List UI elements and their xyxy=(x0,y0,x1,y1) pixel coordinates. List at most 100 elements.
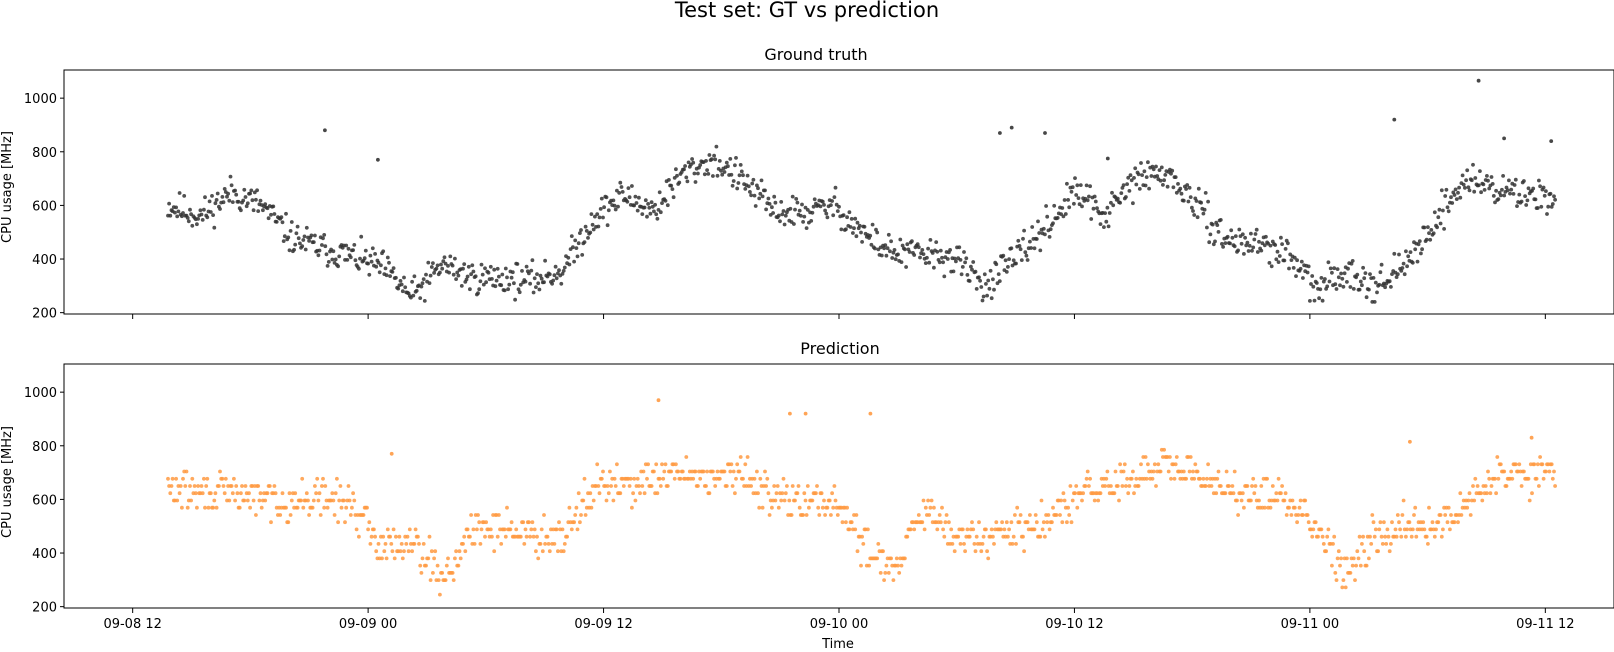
data-point xyxy=(1414,534,1419,539)
data-point xyxy=(646,202,650,206)
data-point xyxy=(367,272,372,277)
data-point xyxy=(427,281,432,285)
data-point xyxy=(1018,513,1023,517)
data-point xyxy=(1084,183,1089,188)
data-point xyxy=(388,274,392,278)
data-point xyxy=(1072,201,1076,206)
data-point xyxy=(752,476,757,481)
data-point xyxy=(717,476,722,481)
data-point xyxy=(214,505,219,510)
data-point xyxy=(567,262,572,267)
data-point xyxy=(1531,186,1536,191)
data-point xyxy=(1232,469,1237,474)
data-point xyxy=(897,571,902,575)
data-point xyxy=(527,520,531,525)
data-point xyxy=(1066,505,1070,510)
data-point xyxy=(814,491,818,496)
data-point xyxy=(446,264,450,268)
data-point xyxy=(217,484,221,488)
data-point xyxy=(941,527,945,532)
data-point xyxy=(1022,549,1026,554)
data-point xyxy=(1530,491,1534,496)
data-point xyxy=(1402,272,1407,277)
data-point xyxy=(204,484,209,488)
data-point xyxy=(1052,203,1057,208)
data-point xyxy=(618,491,623,496)
data-point xyxy=(1540,462,1545,467)
data-point xyxy=(810,210,815,215)
data-point xyxy=(719,168,723,173)
data-point xyxy=(599,476,604,481)
data-point xyxy=(1394,275,1399,279)
data-point xyxy=(733,491,737,496)
data-point xyxy=(845,215,849,220)
data-point xyxy=(325,264,330,268)
data-point xyxy=(383,542,388,546)
data-point xyxy=(989,527,994,532)
data-point xyxy=(774,491,779,496)
data-point xyxy=(853,216,858,221)
data-point xyxy=(579,513,583,517)
data-point xyxy=(1139,462,1143,467)
data-point xyxy=(853,527,858,532)
data-point xyxy=(613,207,618,212)
data-point xyxy=(1282,498,1287,503)
data-point xyxy=(1218,218,1223,222)
data-point xyxy=(987,286,992,291)
data-point xyxy=(1092,498,1097,503)
y-tick-label: 1000 xyxy=(24,386,57,401)
data-point xyxy=(963,260,967,265)
data-point xyxy=(1029,246,1033,250)
data-point xyxy=(965,273,970,277)
data-point xyxy=(1230,484,1235,488)
data-point xyxy=(1013,513,1017,517)
data-point xyxy=(547,272,552,277)
data-point xyxy=(1253,484,1258,488)
data-point xyxy=(804,226,809,231)
data-point xyxy=(458,556,463,561)
data-point xyxy=(254,513,258,517)
data-point xyxy=(886,232,891,237)
data-point xyxy=(514,527,519,532)
data-point xyxy=(1432,210,1437,215)
data-point xyxy=(1373,280,1378,285)
data-point xyxy=(837,204,841,209)
data-point xyxy=(1357,534,1362,539)
data-point xyxy=(952,256,957,261)
data-point xyxy=(869,242,874,247)
data-point xyxy=(1193,462,1198,467)
data-point xyxy=(1002,527,1007,532)
data-point xyxy=(1117,498,1121,503)
data-point xyxy=(1303,498,1308,503)
x-tick-label: 09-11 12 xyxy=(1516,617,1574,632)
data-point xyxy=(1466,185,1471,190)
data-point xyxy=(307,513,311,517)
data-point xyxy=(598,207,603,211)
data-point xyxy=(759,178,764,183)
prediction-xlabel: Time xyxy=(821,637,854,652)
data-point xyxy=(200,218,205,222)
data-point xyxy=(831,213,836,218)
data-point xyxy=(841,213,846,218)
data-point xyxy=(523,527,528,532)
data-point xyxy=(665,203,670,208)
data-point xyxy=(602,205,606,210)
data-point xyxy=(243,195,248,199)
data-point xyxy=(369,534,374,539)
data-point xyxy=(178,484,183,488)
data-point xyxy=(656,208,661,212)
data-point xyxy=(258,198,263,203)
data-point xyxy=(322,505,327,510)
data-point xyxy=(462,262,467,266)
data-point xyxy=(174,205,179,210)
data-point xyxy=(403,285,408,290)
data-point xyxy=(212,225,217,230)
data-point xyxy=(1274,491,1279,496)
data-point xyxy=(977,520,981,525)
data-point xyxy=(432,271,436,275)
data-point xyxy=(835,513,840,517)
data-point xyxy=(859,563,863,568)
data-point xyxy=(1369,542,1374,546)
data-point xyxy=(1424,534,1429,539)
data-point xyxy=(652,209,656,214)
